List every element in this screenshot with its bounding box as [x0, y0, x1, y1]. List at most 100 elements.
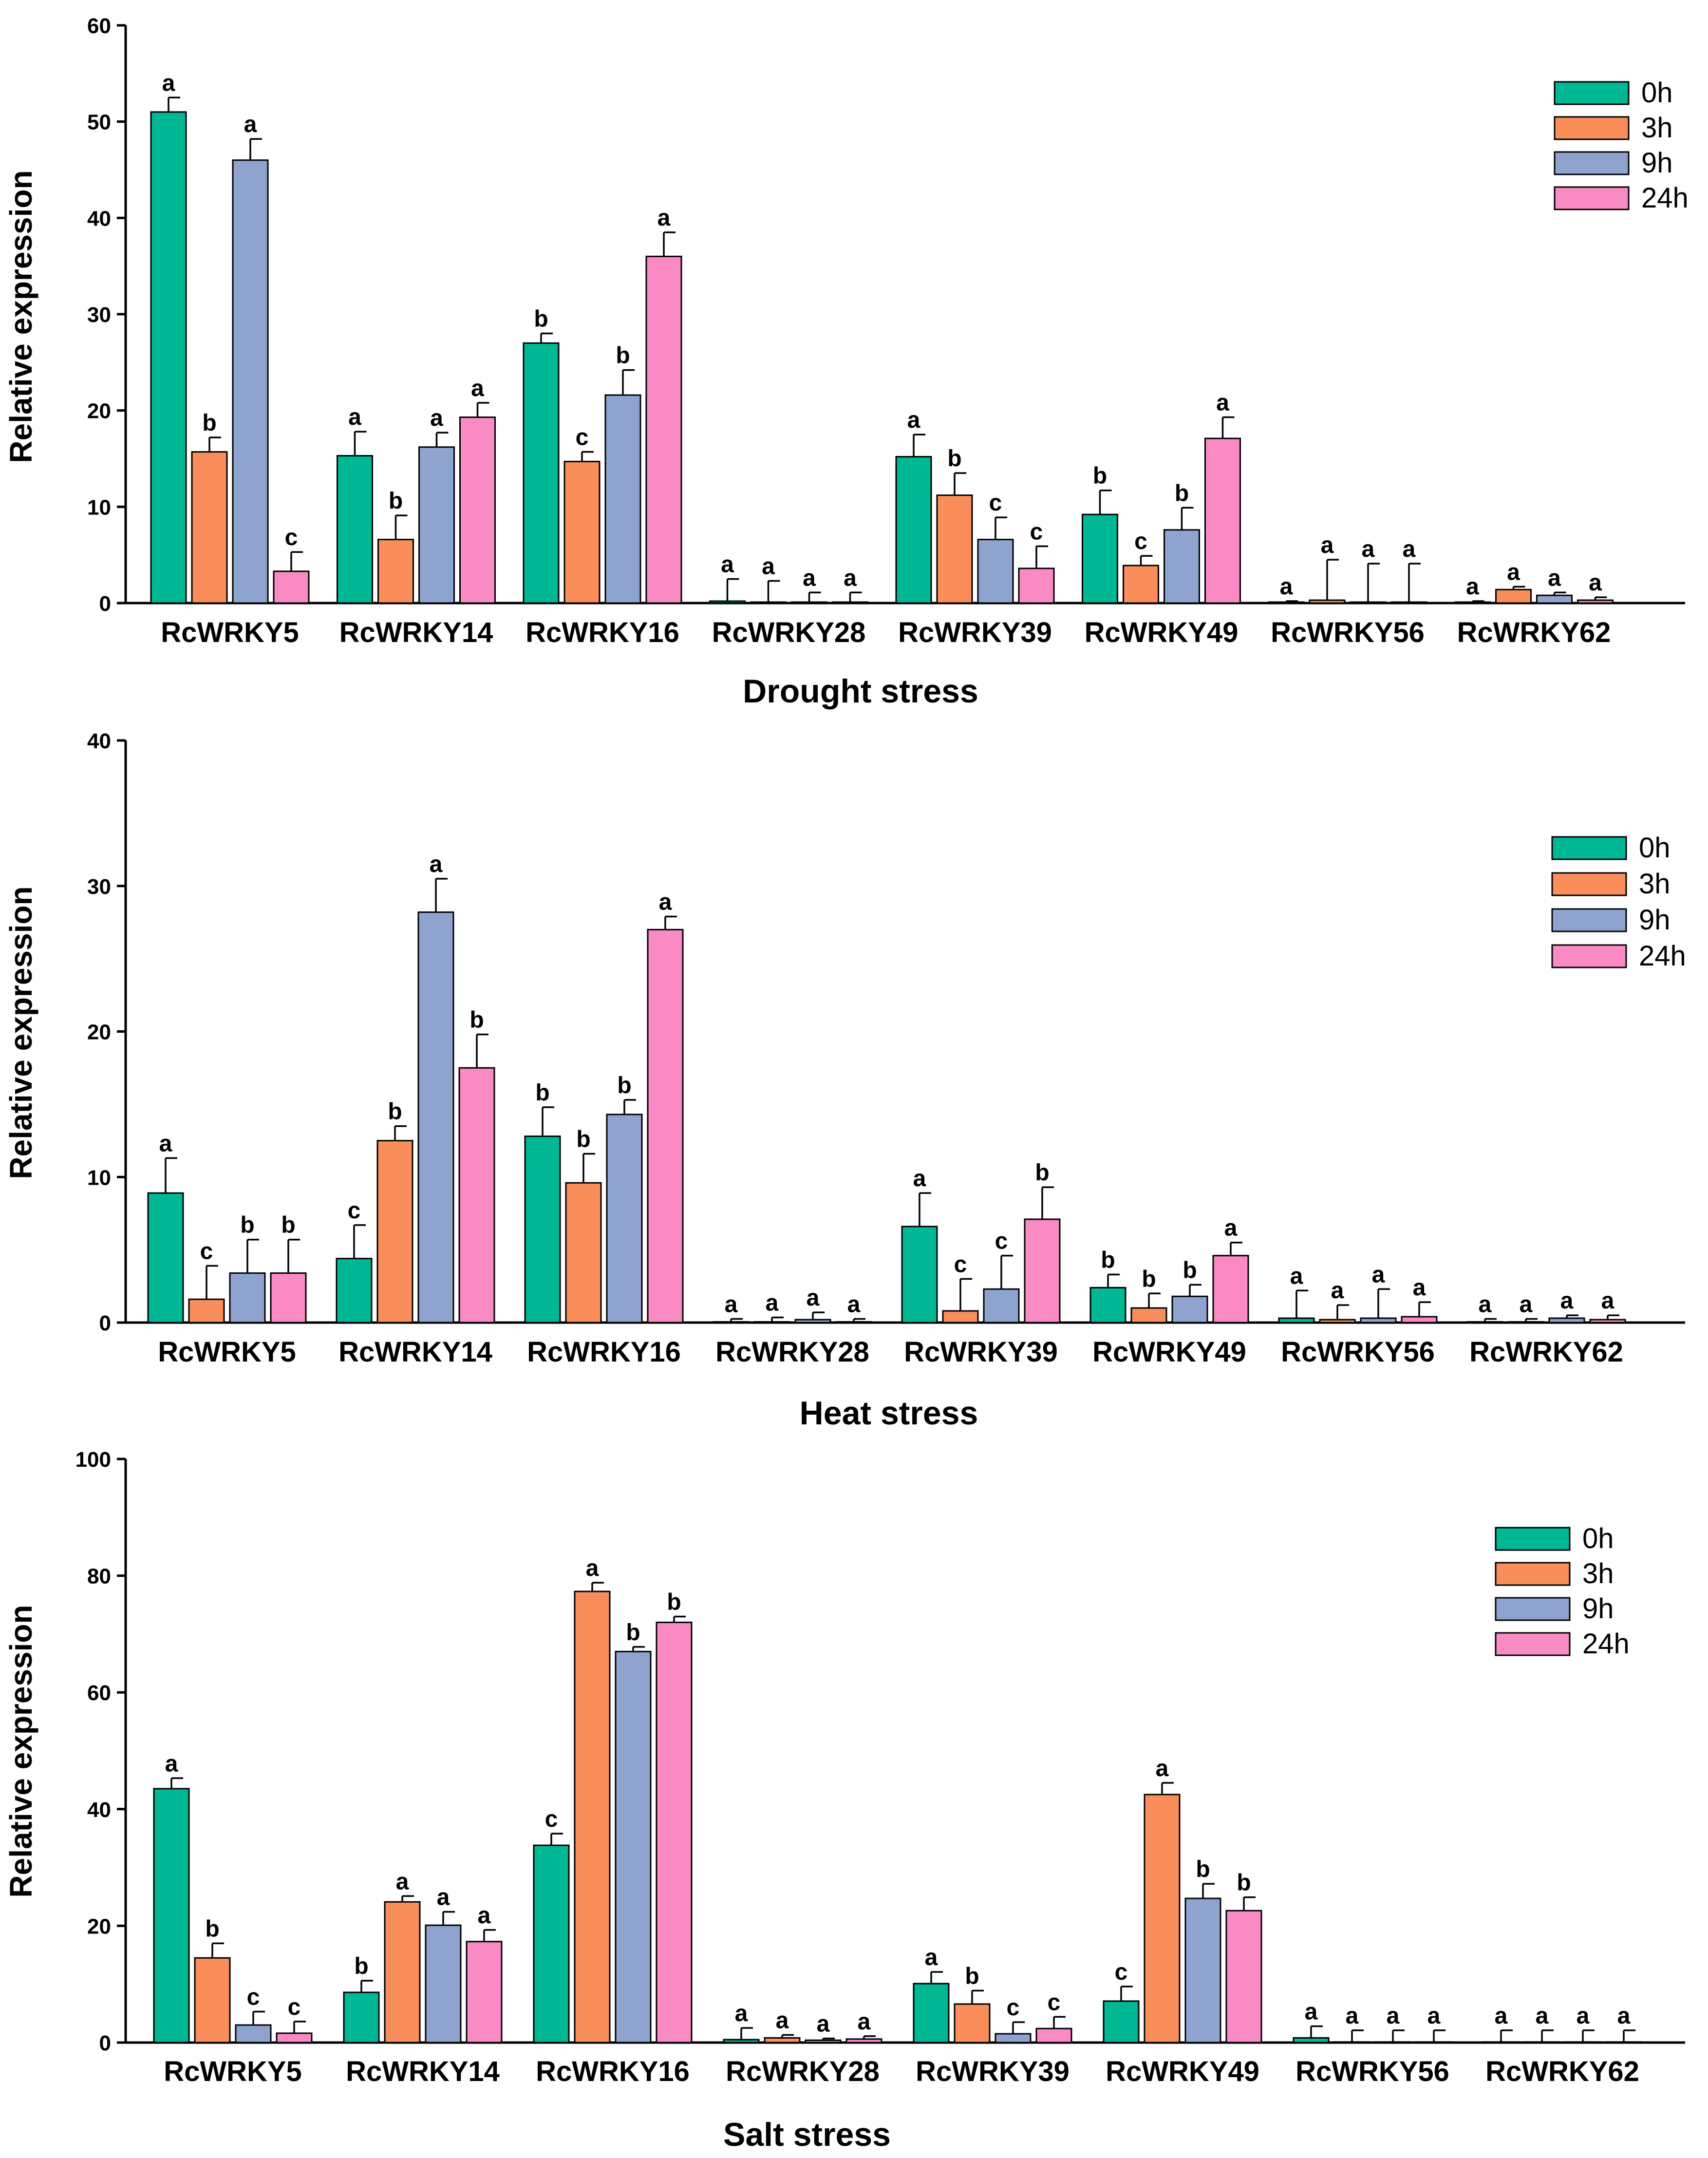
y-tick-label: 0 [99, 1311, 111, 1335]
significance-letter: a [659, 889, 672, 915]
bar-rcwrky28-24h [832, 601, 868, 604]
bar-rcwrky39-3h [954, 2003, 991, 2044]
y-tick-label: 40 [87, 207, 111, 230]
bar-rcwrky62-9h [1564, 2041, 1601, 2044]
significance-letter: c [989, 490, 1002, 516]
bar-rcwrky49-0h [1089, 1287, 1126, 1324]
bar-rcwrky62-24h [1605, 2041, 1642, 2044]
significance-letter: a [1362, 536, 1375, 562]
significance-letter: a [1216, 390, 1229, 416]
category-label: RcWRKY28 [712, 617, 866, 648]
significance-letter: a [1403, 536, 1416, 562]
bar-rcwrky14-24h [459, 416, 496, 604]
bar-rcwrky16-24h [645, 255, 682, 604]
bar-rcwrky49-0h [1082, 513, 1118, 604]
legend-swatch-0h [1551, 836, 1627, 860]
category-label: RcWRKY14 [339, 617, 493, 648]
legend-swatch-24h [1551, 944, 1627, 968]
significance-letter: a [725, 1292, 738, 1318]
category-label: RcWRKY16 [527, 1336, 681, 1368]
bar-rcwrky5-9h [232, 159, 269, 604]
bar-rcwrky39-24h [1024, 1218, 1061, 1324]
significance-letter: a [1346, 2003, 1359, 2029]
significance-letter: b [469, 1007, 484, 1033]
significance-letter: a [657, 205, 671, 231]
significance-letter: a [1560, 1288, 1574, 1314]
bar-rcwrky56-0h [1293, 2037, 1330, 2044]
y-axis-title: Relative expression [3, 1605, 38, 1897]
significance-letter: a [1372, 1262, 1385, 1287]
bar-rcwrky14-24h [466, 1941, 503, 2044]
legend-label-24h: 24h [1639, 940, 1686, 972]
significance-letter: a [162, 70, 175, 96]
significance-letter: a [244, 112, 257, 137]
bar-rcwrky28-24h [845, 2038, 882, 2044]
y-tick-label: 60 [87, 1681, 111, 1705]
x-axis-title: Heat stress [800, 1395, 978, 1432]
bar-rcwrky49-24h [1204, 437, 1241, 604]
bar-rcwrky16-9h [615, 1650, 652, 2044]
significance-letter: b [202, 410, 216, 436]
significance-letter: b [1237, 1870, 1251, 1896]
y-axis-title: Relative expression [3, 886, 38, 1179]
bar-rcwrky28-3h [753, 1321, 790, 1324]
significance-letter: c [348, 1198, 361, 1224]
significance-letter: b [617, 1073, 631, 1098]
legend-swatch-3h [1551, 872, 1627, 896]
legend-label-3h: 3h [1641, 112, 1673, 144]
bar-rcwrky62-24h [1577, 599, 1614, 604]
significance-letter: b [1035, 1160, 1049, 1186]
significance-letter: c [995, 1229, 1008, 1254]
significance-letter: a [1520, 1292, 1533, 1318]
y-tick-label: 0 [99, 592, 111, 616]
bar-rcwrky56-24h [1415, 2041, 1452, 2044]
significance-letter: a [437, 1885, 450, 1911]
category-label: RcWRKY28 [726, 2056, 880, 2087]
significance-letter: a [807, 1285, 820, 1311]
bar-rcwrky5-24h [273, 570, 310, 604]
significance-letter: a [1548, 565, 1561, 591]
bar-rcwrky62-0h [1466, 1321, 1503, 1324]
bar-rcwrky56-9h [1350, 601, 1387, 604]
significance-letter: a [1479, 1292, 1492, 1318]
y-axis-title: Relative expression [3, 170, 38, 463]
bar-rcwrky62-9h [1536, 594, 1573, 604]
significance-letter: b [205, 1916, 219, 1942]
significance-letter: a [1601, 1288, 1614, 1314]
bar-rcwrky5-3h [191, 451, 228, 604]
bar-rcwrky56-24h [1401, 1316, 1438, 1324]
bar-rcwrky14-0h [343, 1991, 380, 2044]
significance-letter: c [1007, 1995, 1020, 2021]
bar-rcwrky56-9h [1374, 2041, 1411, 2044]
y-tick-label: 20 [87, 1021, 111, 1044]
significance-letter: a [1427, 2003, 1441, 2029]
bar-rcwrky49-24h [1212, 1255, 1249, 1324]
bar-rcwrky5-0h [147, 1192, 184, 1324]
y-tick-label: 50 [87, 111, 111, 134]
bar-rcwrky49-9h [1164, 529, 1200, 604]
bar-rcwrky28-0h [713, 1321, 750, 1324]
significance-letter: a [348, 404, 361, 430]
significance-letter: a [471, 376, 484, 401]
x-axis-title: Salt stress [723, 2116, 891, 2153]
significance-letter: a [1321, 532, 1334, 558]
bar-rcwrky14-0h [337, 455, 373, 604]
significance-letter: a [1305, 1999, 1318, 2025]
significance-letter: c [247, 1985, 260, 2010]
significance-letter: a [430, 405, 443, 431]
category-label: RcWRKY5 [161, 617, 299, 648]
bar-rcwrky16-3h [574, 1590, 611, 2044]
bar-rcwrky16-3h [563, 460, 601, 604]
legend-label-9h: 9h [1641, 147, 1673, 179]
category-label: RcWRKY49 [1106, 2056, 1259, 2087]
y-tick-label: 10 [87, 495, 111, 519]
bar-rcwrky39-3h [942, 1310, 979, 1324]
bar-rcwrky5-9h [229, 1272, 266, 1324]
category-label: RcWRKY56 [1281, 1336, 1435, 1368]
bar-rcwrky39-3h [936, 494, 973, 604]
category-label: RcWRKY62 [1485, 2056, 1639, 2087]
